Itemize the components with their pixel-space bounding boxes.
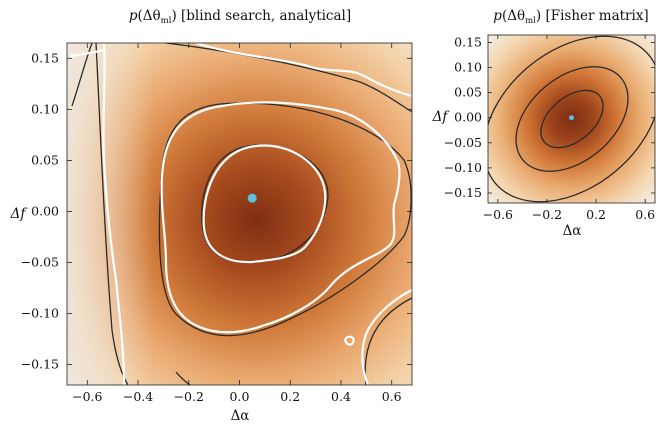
title-open: (Δθ	[502, 8, 525, 24]
y-axis-label: Δf	[432, 109, 450, 125]
y-tick-label: −0.05	[444, 135, 482, 150]
x-axis-label: Δα	[231, 408, 250, 424]
contour-upper-left-white	[69, 48, 105, 58]
maximum-likelihood-marker	[247, 193, 257, 203]
plot-frame	[487, 34, 656, 204]
title-rest: [blind search, analytical]	[177, 8, 351, 24]
title-func: p	[129, 8, 138, 24]
y-tick-label: 0.00	[31, 203, 59, 218]
y-tick-label: 0.10	[31, 101, 59, 116]
y-tick-label: 0.15	[454, 35, 482, 50]
x-tick-label: 0.2	[280, 389, 300, 404]
y-tick-label: −0.15	[444, 185, 482, 200]
heatmap-field	[488, 35, 655, 203]
fisher-matrix-panel: p(Δθml) [Fisher matrix] −0.6 −0.2 0.2 0.6 0…	[432, 8, 656, 239]
contour-lower-left	[95, 43, 129, 385]
contour-middle-white	[160, 101, 401, 334]
contour-upper-right-white	[195, 43, 412, 98]
contour-left-white	[102, 43, 126, 385]
title-sub: ml	[525, 16, 536, 26]
y-tick-label: −0.05	[21, 254, 59, 269]
title-close: )	[171, 8, 176, 24]
heatmap-field	[67, 43, 412, 385]
y-ticks: 0.15 0.10 0.05 0.00 −0.05 −0.10 −0.15	[444, 35, 655, 200]
contour-upper-right	[165, 43, 412, 113]
y-tick-label: 0.15	[31, 50, 59, 65]
x-tick-label: 0.4	[331, 389, 351, 404]
density-fade	[67, 43, 412, 385]
x-ticks: −0.6 −0.2 0.2 0.6	[483, 35, 655, 222]
title-rest: [Fisher matrix]	[541, 8, 649, 24]
y-tick-label: 0.05	[454, 85, 482, 100]
contour-ellipse-inner	[540, 89, 604, 149]
x-tick-label: 0.0	[230, 389, 250, 404]
x-tick-label: 0.6	[382, 389, 402, 404]
contour-lower-right-white	[361, 289, 412, 385]
contour-upper-left	[71, 43, 93, 107]
y-tick-label: 0.10	[454, 60, 482, 75]
contour-ellipses	[488, 35, 655, 203]
blind-search-panel: p(Δθml) [blind search, analytical] −0.6	[10, 8, 413, 424]
maximum-likelihood-marker	[569, 115, 574, 121]
y-tick-label: −0.10	[21, 306, 59, 321]
x-tick-label: −0.4	[123, 389, 153, 404]
chart-title: p(Δθml) [Fisher matrix]	[493, 8, 648, 26]
y-tick-label: −0.10	[444, 160, 482, 175]
contour-inner-white	[202, 144, 327, 264]
contour-ellipse-middle	[515, 66, 629, 172]
x-tick-label: −0.2	[532, 207, 562, 222]
title-sub: ml	[161, 16, 172, 26]
chart-title: p(Δθml) [blind search, analytical]	[129, 8, 351, 26]
y-axis-label: Δf	[10, 206, 28, 222]
x-ticks: −0.6 −0.4 −0.2 0.0 0.2 0.4 0.6	[72, 43, 402, 404]
y-tick-label: 0.00	[454, 110, 482, 125]
title-open: (Δθ	[138, 8, 161, 24]
x-tick-label: 0.2	[586, 207, 606, 222]
x-tick-label: −0.6	[72, 389, 102, 404]
x-tick-label: −0.6	[483, 207, 513, 222]
x-tick-label: −0.2	[174, 389, 204, 404]
contour-ellipse-outer	[488, 35, 655, 203]
y-tick-label: −0.15	[21, 357, 59, 372]
title-func: p	[493, 8, 502, 24]
y-tick-label: 0.05	[31, 152, 59, 167]
x-axis-label: Δα	[563, 223, 582, 239]
y-ticks: 0.15 0.10 0.05 0.00 −0.05 −0.10 −0.15	[21, 50, 412, 372]
x-tick-label: 0.6	[635, 207, 655, 222]
title-close: )	[536, 8, 541, 24]
contour-notch-white	[344, 335, 355, 346]
